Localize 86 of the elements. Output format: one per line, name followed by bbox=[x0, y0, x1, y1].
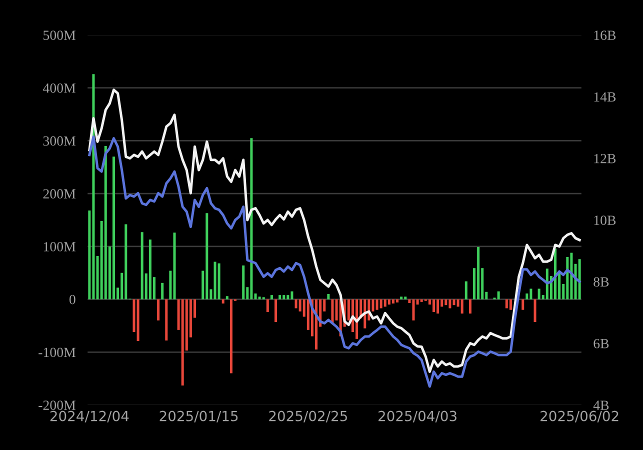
bar bbox=[376, 299, 378, 310]
bar bbox=[206, 213, 208, 300]
bar bbox=[218, 263, 220, 300]
bar bbox=[356, 299, 358, 339]
bar bbox=[444, 299, 448, 306]
bar bbox=[250, 138, 253, 300]
y2-tick-label: 16B bbox=[594, 30, 616, 40]
bar bbox=[254, 293, 257, 300]
bar bbox=[404, 296, 407, 300]
bar bbox=[136, 299, 140, 342]
bar bbox=[315, 299, 318, 350]
bar bbox=[412, 299, 415, 320]
bar bbox=[278, 295, 282, 300]
x-tick-label: 2025/01/15 bbox=[160, 410, 238, 422]
y-tick-label: 400M bbox=[42, 83, 76, 93]
bar bbox=[497, 291, 500, 300]
bar bbox=[161, 282, 164, 300]
y2-tick-label: 14B bbox=[594, 92, 616, 102]
bar bbox=[222, 299, 224, 304]
bar bbox=[534, 299, 536, 322]
bar bbox=[331, 299, 334, 324]
bar bbox=[400, 296, 403, 300]
bar bbox=[436, 299, 440, 314]
bar bbox=[148, 240, 152, 300]
bar bbox=[380, 299, 382, 308]
bar bbox=[157, 299, 160, 320]
bar bbox=[384, 299, 386, 307]
bar bbox=[266, 299, 269, 312]
bar bbox=[173, 232, 176, 300]
bar bbox=[464, 281, 468, 300]
y2-tick-label: 8B bbox=[594, 277, 609, 287]
bar bbox=[566, 257, 569, 300]
bar bbox=[505, 299, 508, 308]
bar bbox=[242, 265, 245, 300]
bar bbox=[570, 252, 573, 300]
bar bbox=[396, 299, 399, 302]
bar bbox=[274, 299, 278, 322]
bar bbox=[392, 299, 394, 304]
x-tick-label: 2025/04/03 bbox=[378, 410, 456, 422]
bar bbox=[290, 291, 294, 300]
y-tick-label: 100M bbox=[44, 242, 76, 252]
x-tick-label: 2025/06/02 bbox=[540, 410, 618, 422]
bar bbox=[420, 299, 423, 302]
bar bbox=[181, 299, 184, 386]
bar bbox=[509, 299, 512, 310]
bar bbox=[530, 288, 532, 300]
y-tick-label: -100M bbox=[38, 348, 76, 358]
bar bbox=[327, 294, 330, 300]
y2-tick-label: 12B bbox=[594, 154, 616, 164]
bar bbox=[522, 299, 524, 310]
bar bbox=[282, 295, 286, 300]
bar bbox=[132, 299, 136, 332]
bar bbox=[165, 299, 168, 341]
y-tick-label: 300M bbox=[43, 136, 76, 146]
y-tick-label: -200M bbox=[38, 400, 76, 410]
line-series bbox=[88, 136, 581, 388]
bar bbox=[230, 299, 232, 374]
bar bbox=[538, 288, 540, 300]
bar bbox=[286, 295, 290, 300]
bar bbox=[448, 299, 452, 308]
y-tick-label: 200M bbox=[43, 189, 76, 199]
bar bbox=[416, 299, 419, 305]
x-tick-label: 2024/12/04 bbox=[50, 410, 129, 422]
bar bbox=[294, 299, 298, 308]
bar bbox=[258, 296, 261, 300]
bar bbox=[388, 299, 390, 305]
bar bbox=[124, 224, 128, 300]
bar bbox=[140, 232, 144, 300]
y-tick-label: 0 bbox=[69, 294, 76, 304]
y2-tick-label: 6B bbox=[594, 338, 609, 348]
bar bbox=[432, 299, 435, 312]
bar bbox=[214, 262, 216, 300]
x-tick-label: 2025/02/25 bbox=[269, 410, 347, 422]
y-tick-label: 500M bbox=[44, 30, 76, 40]
bar bbox=[578, 259, 581, 300]
bar bbox=[226, 296, 228, 300]
line-series bbox=[88, 88, 581, 373]
bar bbox=[468, 299, 472, 314]
bar bbox=[452, 299, 456, 306]
bar bbox=[112, 156, 115, 300]
y2-tick-label: 4B bbox=[593, 400, 609, 410]
bar bbox=[270, 295, 273, 300]
bar bbox=[104, 146, 107, 300]
y2-tick-label: 10B bbox=[594, 216, 616, 225]
bar bbox=[460, 299, 464, 314]
bar bbox=[477, 246, 480, 300]
